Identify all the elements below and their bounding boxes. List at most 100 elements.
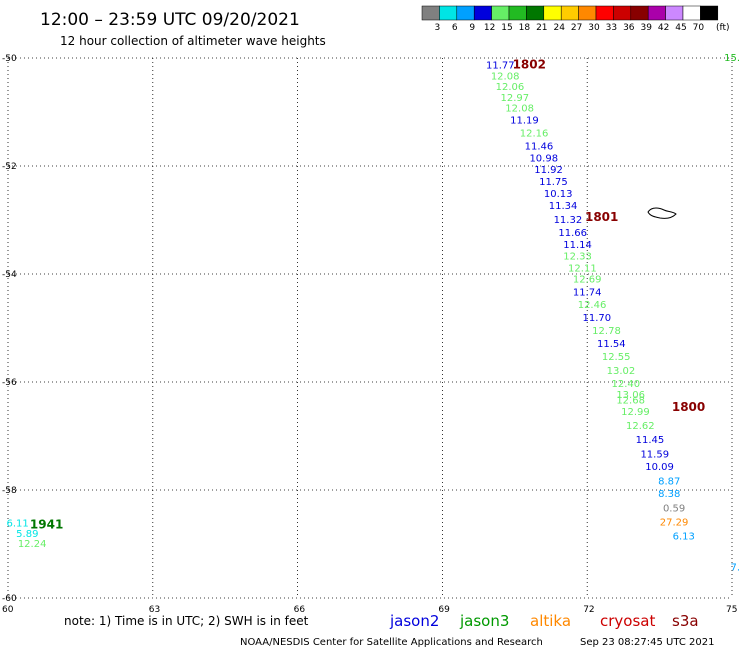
legend-swatch bbox=[491, 5, 510, 21]
legend-label: 3 bbox=[435, 23, 441, 33]
lat-tick-label: -50 bbox=[2, 54, 17, 64]
legend-swatch bbox=[543, 5, 562, 21]
legend-swatch bbox=[630, 5, 649, 21]
wave-height-value: 12.06 bbox=[496, 82, 525, 93]
pass-time-marker: 1941 bbox=[30, 518, 63, 532]
wave-height-value: 12.99 bbox=[621, 407, 650, 418]
wave-height-value: 10.09 bbox=[645, 462, 674, 473]
wave-height-value: 10.13 bbox=[544, 189, 573, 200]
legend-swatch bbox=[508, 5, 527, 21]
wave-height-value: 27.29 bbox=[660, 517, 689, 528]
legend-label: 9 bbox=[469, 23, 475, 33]
wave-height-value: 12.68 bbox=[616, 395, 645, 406]
wave-height-value: 12.62 bbox=[626, 421, 655, 432]
wave-height-value: 12.40 bbox=[611, 379, 640, 390]
pass-time-marker: 1800 bbox=[672, 400, 705, 414]
observation-labels: 11.7712.0812.0612.9712.0811.1912.1611.46… bbox=[7, 53, 740, 574]
legend-swatch bbox=[421, 5, 440, 21]
wave-height-value: 12.08 bbox=[491, 71, 520, 82]
wave-height-value: 11.74 bbox=[573, 287, 602, 298]
wave-height-value: 12.46 bbox=[578, 300, 607, 311]
wave-height-value: 12.08 bbox=[505, 104, 534, 115]
legend-swatch bbox=[578, 5, 597, 21]
lon-tick-label: 63 bbox=[149, 605, 160, 615]
legend-label: 36 bbox=[623, 23, 635, 33]
wave-height-value: 12.11 bbox=[568, 264, 597, 275]
legend-swatch bbox=[647, 5, 666, 21]
wave-height-value: 11.54 bbox=[597, 339, 626, 350]
lon-tick-label: 66 bbox=[294, 605, 306, 615]
wave-height-value-edge: 7. bbox=[730, 563, 740, 574]
wave-height-value: 8.38 bbox=[658, 489, 680, 500]
legend-unit: (ft) bbox=[716, 23, 730, 33]
wave-height-value: 12.16 bbox=[520, 129, 549, 140]
lat-tick-label: -54 bbox=[2, 270, 17, 280]
satellite-name: jason3 bbox=[459, 612, 509, 630]
map-grid bbox=[7, 57, 733, 599]
footer-timestamp: Sep 23 08:27:45 UTC 2021 bbox=[580, 637, 714, 648]
legend-swatch bbox=[613, 5, 632, 21]
lat-tick-label: -52 bbox=[2, 162, 17, 172]
wave-height-value: 0.59 bbox=[663, 503, 685, 514]
wave-height-value: 11.70 bbox=[583, 313, 612, 324]
wave-height-value: 13.02 bbox=[607, 366, 636, 377]
island-outline bbox=[647, 207, 677, 219]
wave-height-value: 12.97 bbox=[500, 93, 529, 104]
legend-swatch bbox=[682, 5, 701, 21]
footer-credit: NOAA/NESDIS Center for Satellite Applica… bbox=[240, 637, 543, 648]
wave-height-value: 8.87 bbox=[658, 476, 680, 487]
legend-label: 12 bbox=[484, 23, 495, 33]
lon-tick-label: 75 bbox=[726, 605, 737, 615]
pass-time-marker: 1802 bbox=[513, 57, 546, 71]
legend-label: 15 bbox=[501, 23, 512, 33]
wave-height-value: 11.59 bbox=[640, 449, 669, 460]
wave-height-value: 12.55 bbox=[602, 352, 631, 363]
wave-height-value: 11.45 bbox=[636, 435, 665, 446]
wave-height-value: 6.13 bbox=[673, 531, 695, 542]
wave-height-value: 11.92 bbox=[534, 165, 563, 176]
legend-swatch bbox=[456, 5, 475, 21]
wave-height-value: 12.78 bbox=[592, 326, 621, 337]
satellite-name: altika bbox=[530, 612, 571, 630]
lon-tick-label: 69 bbox=[438, 605, 450, 615]
legend-swatch bbox=[439, 5, 458, 21]
legend-label: 70 bbox=[693, 23, 705, 33]
satellite-legend: jason2 jason3 altika cryosat s3a bbox=[389, 612, 699, 630]
color-legend: 3 6 9 12 15 18 21 24 27 30 33 36 39 42 45 70 (ft) bbox=[421, 5, 730, 33]
legend-label: 21 bbox=[536, 23, 547, 33]
satellite-name: cryosat bbox=[600, 612, 655, 630]
lon-tick-label: 60 bbox=[2, 605, 14, 615]
legend-label: 45 bbox=[675, 23, 686, 33]
legend-swatch bbox=[665, 5, 684, 21]
legend-swatch bbox=[700, 5, 719, 21]
legend-label: 42 bbox=[658, 23, 669, 33]
wave-height-value: 11.32 bbox=[554, 215, 583, 226]
wave-height-value: 11.14 bbox=[563, 240, 592, 251]
wave-height-value: 11.34 bbox=[549, 201, 578, 212]
legend-swatch bbox=[560, 5, 579, 21]
legend-label: 18 bbox=[519, 23, 531, 33]
legend-label: 6 bbox=[452, 23, 458, 33]
wave-height-value-edge: 15. bbox=[724, 53, 740, 64]
legend-label: 30 bbox=[588, 23, 600, 33]
lon-tick-label: 72 bbox=[583, 605, 594, 615]
time-markers: 1802 1801 1800 1941 bbox=[30, 57, 705, 531]
wave-height-value: 11.66 bbox=[558, 228, 587, 239]
satellite-name: jason2 bbox=[389, 612, 439, 630]
legend-label: 27 bbox=[571, 23, 582, 33]
legend-swatch bbox=[473, 5, 492, 21]
legend-label: 33 bbox=[606, 23, 617, 33]
wave-height-value: 5.89 bbox=[16, 529, 38, 540]
wave-height-value: 6.11 bbox=[7, 518, 29, 529]
lat-tick-label: -58 bbox=[2, 486, 17, 496]
wave-height-value: 12.24 bbox=[18, 539, 47, 550]
wave-height-value: 13.06 bbox=[616, 390, 645, 401]
wave-height-value: 11.77 bbox=[486, 60, 515, 71]
wave-height-value: 12.69 bbox=[573, 274, 602, 285]
wave-height-value: 11.19 bbox=[510, 116, 539, 127]
legend-swatch bbox=[595, 5, 614, 21]
wave-height-value: 11.46 bbox=[525, 141, 554, 152]
map-title: 12:00 – 23:59 UTC 09/20/2021 bbox=[40, 10, 300, 30]
